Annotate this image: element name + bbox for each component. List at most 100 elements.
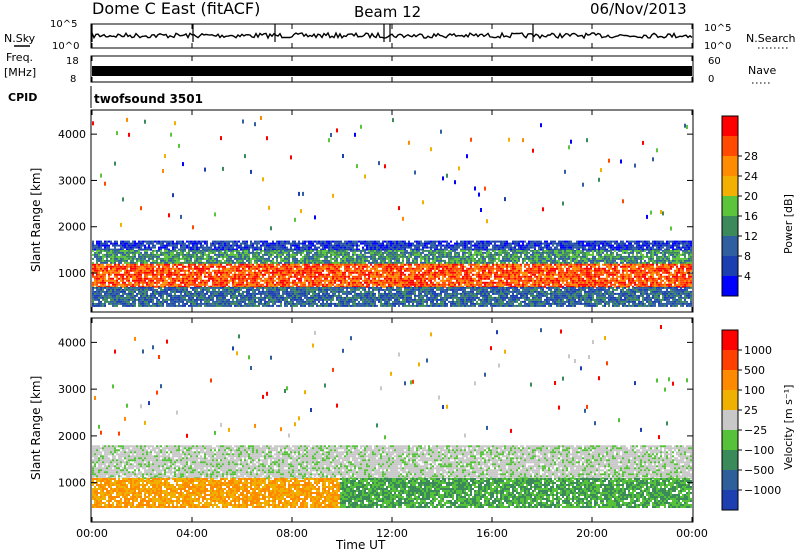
heatmap-cell: [384, 304, 386, 307]
heatmap-cell: [128, 279, 130, 282]
heatmap-cell: [332, 271, 334, 274]
heatmap-cell: [248, 290, 250, 293]
heatmap-cell: [264, 296, 266, 299]
heatmap-cell: [380, 249, 382, 252]
heatmap-cell: [268, 271, 270, 274]
heatmap-cell: [306, 248, 308, 251]
heatmap-cell: [308, 290, 310, 293]
heatmap-cell: [220, 286, 222, 289]
heatmap-cell: [138, 240, 140, 243]
heatmap-cell: [106, 261, 108, 264]
heatmap-cell: [368, 242, 370, 245]
heatmap-cell: [128, 302, 130, 305]
heatmap-cell: [106, 290, 108, 293]
heatmap-cell: [336, 265, 338, 268]
heatmap-cell: [238, 298, 240, 301]
heatmap-cell: [318, 267, 320, 270]
heatmap-cell: [308, 304, 310, 307]
heatmap-cell: [324, 251, 326, 254]
heatmap-cell: [206, 296, 208, 299]
heatmap-cell: [94, 263, 96, 266]
heatmap-cell: [152, 242, 154, 245]
heatmap-cell: [376, 285, 378, 288]
heatmap-cell: [134, 288, 136, 291]
heatmap-cell: [138, 257, 140, 260]
heatmap-cell: [254, 296, 256, 299]
heatmap-cell: [394, 275, 396, 278]
heatmap-cell: [274, 292, 276, 295]
heatmap-cell: [184, 242, 186, 245]
heatmap-cell: [372, 246, 374, 249]
heatmap-cell: [276, 267, 278, 270]
heatmap-cell: [370, 242, 372, 245]
heatmap-cell: [116, 267, 118, 270]
heatmap-cell: [420, 292, 422, 295]
heatmap-cell: [312, 267, 314, 270]
heatmap-cell: [154, 246, 156, 249]
heatmap-cell: [392, 281, 394, 284]
heatmap-cell: [176, 277, 178, 280]
heatmap-cell: [264, 298, 266, 301]
heatmap-cell: [416, 253, 418, 256]
heatmap-cell: [288, 251, 290, 254]
heatmap-cell: [172, 302, 174, 305]
heatmap-cell: [198, 263, 200, 266]
heatmap-cell: [304, 244, 306, 247]
heatmap-cell: [238, 279, 240, 282]
heatmap-cell: [196, 286, 198, 289]
heatmap-cell: [218, 288, 220, 291]
heatmap-cell: [146, 263, 148, 266]
heatmap-cell: [186, 244, 188, 247]
heatmap-cell: [374, 253, 376, 256]
heatmap-cell: [260, 259, 262, 262]
heatmap-cell: [230, 265, 232, 268]
heatmap-cell: [282, 290, 284, 293]
heatmap-cell: [222, 240, 224, 243]
heatmap-cell: [318, 257, 320, 260]
heatmap-cell: [100, 296, 102, 299]
heatmap-cell: [300, 285, 302, 288]
heatmap-cell: [400, 294, 402, 297]
heatmap-cell: [268, 288, 270, 291]
heatmap-cell: [208, 286, 210, 289]
heatmap-cell: [416, 286, 418, 289]
heatmap-cell: [330, 259, 332, 262]
heatmap-cell: [160, 269, 162, 272]
heatmap-cell: [388, 294, 390, 297]
heatmap-cell: [144, 255, 146, 258]
heatmap-cell: [254, 267, 256, 270]
heatmap-cell: [198, 251, 200, 254]
heatmap-cell: [292, 248, 294, 251]
heatmap-cell: [372, 281, 374, 284]
heatmap-cell: [168, 281, 170, 284]
heatmap-cell: [378, 240, 380, 243]
heatmap-cell: [208, 304, 210, 307]
heatmap-cell: [356, 279, 358, 282]
heatmap-cell: [194, 242, 196, 245]
heatmap-cell: [98, 246, 100, 249]
heatmap-cell: [308, 255, 310, 258]
heatmap-cell: [240, 246, 242, 249]
heatmap-cell: [266, 294, 268, 297]
heatmap-cell: [356, 255, 358, 258]
heatmap-cell: [148, 263, 150, 266]
heatmap-cell: [222, 300, 224, 303]
heatmap-cell: [100, 242, 102, 245]
heatmap-cell: [122, 255, 124, 258]
heatmap-cell: [228, 255, 230, 258]
heatmap-cell: [200, 271, 202, 274]
heatmap-cell: [114, 242, 116, 245]
heatmap-cell: [266, 246, 268, 249]
heatmap-cell: [204, 267, 206, 270]
heatmap-cell: [282, 281, 284, 284]
heatmap-cell: [364, 244, 366, 247]
heatmap-cell: [158, 277, 160, 280]
heatmap-cell: [188, 281, 190, 284]
heatmap-cell: [388, 292, 390, 295]
heatmap-cell: [166, 273, 168, 276]
heatmap-cell: [302, 281, 304, 284]
heatmap-cell: [314, 269, 316, 272]
heatmap-cell: [344, 271, 346, 274]
heatmap-cell: [396, 263, 398, 266]
heatmap-cell: [234, 240, 236, 243]
